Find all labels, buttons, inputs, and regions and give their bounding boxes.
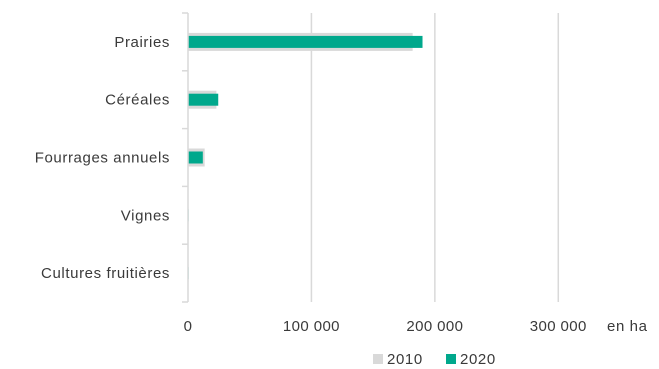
category-labels: Prairies Céréales Fourrages annuels Vignes C… [35, 34, 170, 282]
legend-label-2020: 2020 [460, 351, 496, 368]
legend: 2010 2020 [373, 351, 496, 368]
bars [188, 32, 423, 283]
category-label-prairies: Prairies [114, 34, 170, 51]
x-tick-label-300000: 300 000 [530, 318, 587, 335]
legend-label-2010: 2010 [387, 351, 423, 368]
bar-2020-cereales [188, 93, 219, 106]
category-label-cultures-fruitieres: Cultures fruitières [41, 265, 170, 282]
category-label-vignes: Vignes [121, 207, 170, 224]
category-axis [182, 12, 189, 303]
x-tick-label-0: 0 [184, 318, 193, 335]
bar-2020-fourrages-annuels [188, 151, 203, 164]
x-tick-labels: 0 100 000 200 000 300 000 [184, 318, 587, 335]
category-label-fourrages-annuels: Fourrages annuels [35, 150, 170, 167]
legend-swatch-2010 [373, 354, 383, 364]
unit-label: en ha [607, 318, 648, 335]
legend-swatch-2020 [446, 354, 456, 364]
gridlines [310, 13, 560, 302]
bar-2020-prairies [188, 35, 423, 48]
category-label-cereales: Céréales [105, 92, 170, 109]
x-tick-label-200000: 200 000 [406, 318, 463, 335]
x-tick-label-100000: 100 000 [283, 318, 340, 335]
